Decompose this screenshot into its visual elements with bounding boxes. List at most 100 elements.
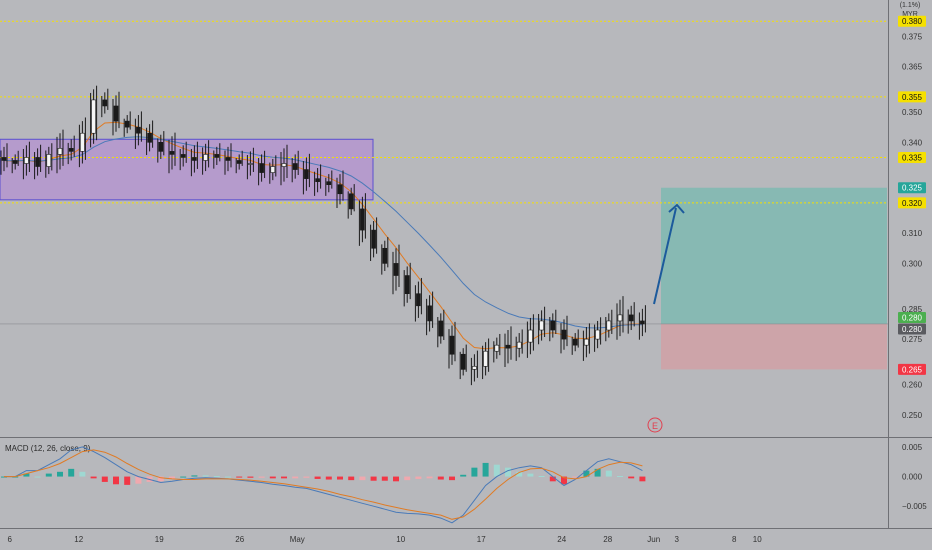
candle-body: [80, 132, 85, 152]
target-badge-bg: [898, 182, 926, 194]
time-tick-label: 10: [396, 535, 405, 544]
macd-hist-bar: [325, 476, 332, 480]
macd-hist-bar: [236, 476, 243, 478]
time-tick-label: 17: [477, 535, 486, 544]
currency-label: MYR: [902, 11, 918, 18]
candle-body: [124, 120, 130, 128]
macd-hist-bar: [605, 470, 612, 477]
candle-body: [147, 132, 152, 143]
moving-averages: [3, 121, 643, 350]
price-change-label: (1.1%): [900, 2, 921, 9]
macd-hist-bar: [113, 476, 119, 485]
macd-hist-bar: [348, 476, 355, 481]
time-tick-label: Jun: [647, 535, 660, 544]
macd-hist-bar: [68, 468, 75, 477]
candle-body: [438, 320, 444, 337]
candle-body: [326, 181, 332, 185]
macd-hist-bar: [191, 475, 198, 477]
earnings-letter: E: [652, 421, 658, 431]
stop-badge-bg: [898, 363, 926, 375]
candle-body: [136, 126, 141, 134]
level-badge-0-355: 0.355: [902, 93, 923, 102]
macd-line: [4, 446, 643, 524]
candle-body: [248, 163, 253, 165]
time-axis[interactable]: 6 12 19 26 May 10 17 24 28 Jun 3 8 10: [8, 535, 763, 544]
macd-hist-bar: [561, 476, 567, 485]
price-tick-label: 0.350: [902, 108, 923, 117]
macd-hist-bar: [135, 476, 142, 484]
macd-histogram: [1, 462, 646, 485]
candle-body: [102, 99, 108, 107]
macd-hist-bar: [169, 476, 175, 479]
candle-body: [572, 338, 578, 346]
candle-body: [640, 320, 645, 325]
price-tick-label: 0.300: [902, 259, 923, 268]
macd-hist-bar: [247, 476, 254, 478]
candle-body: [404, 275, 410, 294]
candle-body: [416, 293, 421, 307]
time-tick-label: May: [290, 535, 305, 544]
trend-arrow-shaft: [653, 207, 677, 305]
level-badge-0-335-bg: [898, 151, 926, 163]
candle-body: [494, 344, 500, 352]
candle-body: [24, 157, 29, 164]
last-price-badge-bg: [898, 323, 926, 335]
candle-body: [382, 247, 388, 264]
macd-hist-bar: [549, 476, 556, 482]
macd-hist-bar: [314, 476, 321, 479]
price-tick-label: 0.285: [902, 305, 923, 314]
candle-body: [270, 166, 276, 173]
time-tick-label: 26: [235, 535, 244, 544]
candle-body: [192, 157, 197, 161]
macd-hist-bar: [281, 476, 287, 479]
macd-hist-bar: [370, 476, 377, 481]
candle-body: [595, 329, 600, 340]
macd-hist-bar: [404, 476, 411, 481]
macd-pane[interactable]: MACD (12, 26, close, 9): [1, 444, 646, 524]
target-badge: 0.325: [902, 184, 923, 193]
horizontal-levels[interactable]: [0, 20, 888, 204]
time-tick-label: 19: [155, 535, 164, 544]
time-tick-label: 3: [675, 535, 680, 544]
level-badge-0-320: 0.320: [902, 199, 923, 208]
candle-body: [483, 350, 488, 367]
price-tick-label: 0.365: [902, 63, 923, 72]
macd-hist-bar: [538, 475, 545, 477]
macd-hist-bar: [594, 468, 601, 477]
macd-hist-bar: [639, 476, 646, 482]
candle-body: [516, 341, 522, 349]
time-tick-label: 6: [8, 535, 13, 544]
price-axis[interactable]: (1.1%) MYR 0.250 0.260 0.275 0.285 0.300 0.31…: [900, 2, 923, 420]
candle-body: [113, 105, 119, 122]
level-badge-0-355-bg: [898, 91, 926, 103]
macd-hist-bar: [381, 476, 388, 481]
price-pane[interactable]: E: [0, 20, 888, 433]
candle-body: [259, 163, 264, 173]
macd-hist-bar: [213, 475, 220, 477]
macd-hist-bar: [516, 471, 523, 477]
earnings-marker[interactable]: E: [647, 417, 663, 433]
candle-body: [617, 314, 623, 322]
macd-indicator-label[interactable]: MACD (12, 26, close, 9): [5, 444, 91, 453]
time-tick-label: 28: [603, 535, 612, 544]
level-badge-0-320-bg: [898, 197, 926, 209]
price-tick-label: 0.340: [902, 138, 923, 147]
candle-body: [169, 151, 175, 155]
level-badge-0-380: 0.380: [902, 17, 923, 26]
macd-hist-bar: [101, 476, 108, 482]
macd-signal-line: [4, 449, 643, 520]
candle-body: [550, 320, 556, 331]
candle-body: [292, 163, 298, 170]
macd-hist-bar: [157, 476, 164, 482]
macd-hist-bar: [505, 467, 511, 477]
macd-hist-bar: [258, 476, 265, 478]
candlesticks: [0, 85, 646, 386]
macd-hist-bar: [292, 476, 299, 479]
macd-axis[interactable]: 0.005 0.000 −0.005: [902, 443, 927, 511]
trend-arrow-head: [668, 203, 685, 214]
candle-body: [281, 163, 287, 167]
trend-arrow[interactable]: [653, 203, 685, 305]
entry-badge-bg: [898, 311, 926, 323]
candle-body: [393, 263, 399, 276]
